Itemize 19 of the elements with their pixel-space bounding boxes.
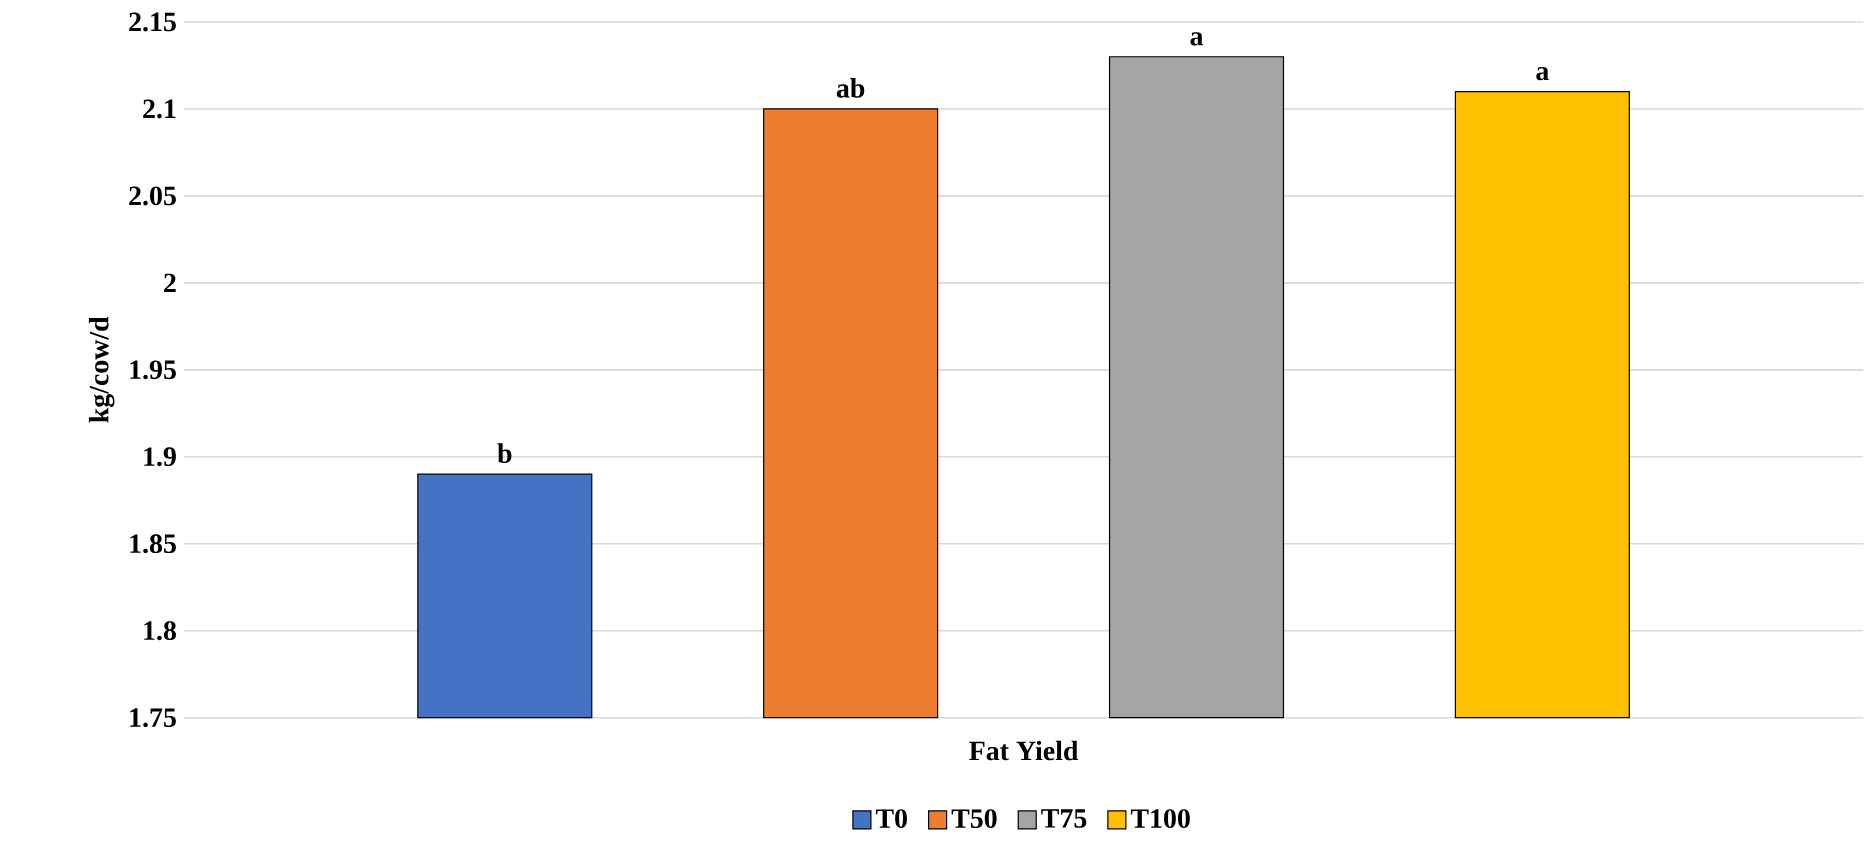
y-tick-label: 1.8 (144, 621, 176, 641)
y-tick-label: 2.05 (129, 186, 176, 206)
legend-label: T100 (1130, 809, 1190, 829)
y-axis-title: kg/cow/d (88, 316, 115, 423)
y-tick-label: 1.95 (130, 360, 176, 380)
y-tick-label: 2.1 (143, 99, 176, 119)
legend-label: T0 (875, 809, 907, 829)
legend-label: T50 (951, 809, 997, 829)
y-tick-label: 1.9 (144, 447, 176, 467)
y-tick-label: 2.15 (129, 12, 176, 32)
data-label: b (497, 443, 512, 464)
y-tick-label: 1.75 (130, 708, 176, 728)
data-label: ab (836, 78, 865, 98)
x-tick-label: Fat Yield (969, 740, 1079, 761)
y-tick-label: 2 (164, 273, 176, 293)
legend-label: T75 (1041, 809, 1087, 829)
data-label: a (1190, 32, 1204, 46)
y-tick-label: 1.85 (130, 534, 176, 554)
data-label: a (1536, 67, 1549, 81)
